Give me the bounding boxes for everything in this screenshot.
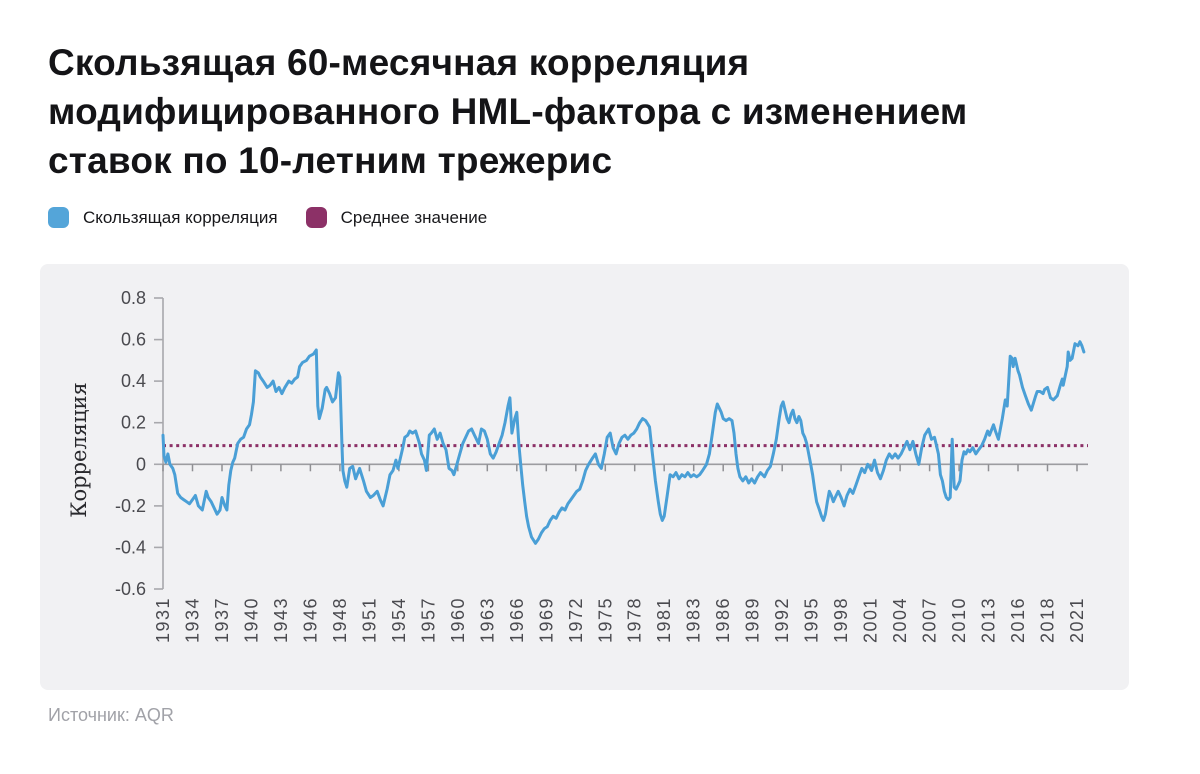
- x-tick-label: 2001: [861, 597, 881, 643]
- x-tick-label: 1960: [448, 597, 468, 643]
- x-tick-label: 1978: [625, 597, 645, 643]
- y-tick-label: 0.2: [121, 413, 146, 433]
- y-tick-label: 0.6: [121, 330, 146, 350]
- x-tick-label: 2016: [1008, 597, 1028, 643]
- x-tick-label: 1998: [831, 597, 851, 643]
- legend: Скользящая корреляция Среднее значение: [48, 207, 487, 228]
- y-axis-label: Корреляция: [67, 382, 91, 518]
- mean-value-swatch-icon: [305, 207, 327, 228]
- x-tick-label: 1981: [654, 597, 674, 643]
- x-tick-label: 2007: [920, 597, 940, 643]
- x-tick-label: 1943: [271, 597, 291, 643]
- x-tick-label: 1957: [418, 597, 438, 643]
- x-tick-label: 1954: [389, 597, 409, 643]
- x-tick-label: 2004: [890, 597, 910, 643]
- x-tick-label: 1966: [507, 597, 527, 643]
- y-tick-label: -0.6: [115, 579, 146, 599]
- x-tick-label: 1946: [300, 597, 320, 643]
- y-tick-label: 0.8: [121, 288, 146, 308]
- correlation-chart: 0.8 0.6 0.4 0.2 0 -0.2 -0.4 -0.6 Корреляция 1931 1…: [67, 288, 1088, 643]
- legend-item-rolling-correlation: Скользящая корреляция: [48, 207, 278, 228]
- y-tick-label: 0.4: [121, 371, 146, 391]
- x-tick-label: 1989: [743, 597, 763, 643]
- x-tick-label: 1969: [536, 597, 556, 643]
- x-tick-label: 1995: [802, 597, 822, 643]
- x-tick-label: 1937: [212, 597, 232, 643]
- chart-panel: 0.8 0.6 0.4 0.2 0 -0.2 -0.4 -0.6 Корреляция 1931 1…: [40, 264, 1129, 690]
- x-tick-label: 1963: [477, 597, 497, 643]
- page-title: Скользящая 60-месячная корреляция модифи…: [48, 42, 968, 181]
- x-tick-label: 1951: [359, 597, 379, 643]
- x-tick-label: 1986: [713, 597, 733, 643]
- x-tick-label: 1934: [183, 597, 203, 643]
- source-caption: Источник: AQR: [48, 705, 174, 725]
- y-tick-label: -0.2: [115, 496, 146, 516]
- legend-label-rolling-correlation: Скользящая корреляция: [83, 207, 278, 227]
- x-tick-label: 2021: [1067, 597, 1087, 643]
- x-tick-label: 2010: [949, 597, 969, 643]
- x-tick-label: 1972: [566, 597, 586, 643]
- x-tick-label: 1992: [772, 597, 792, 643]
- y-tick-label: -0.4: [115, 537, 146, 557]
- correlation-line: [161, 340, 1086, 545]
- x-tick-label: 1975: [595, 597, 615, 643]
- x-tick-label: 1948: [330, 597, 350, 643]
- rolling-correlation-swatch-icon: [48, 207, 69, 228]
- x-tick-label: 1940: [242, 597, 262, 643]
- x-tick-label: 1931: [153, 597, 173, 643]
- legend-item-mean-value: Среднее значение: [305, 207, 488, 228]
- x-tick-label: 2013: [979, 597, 999, 643]
- y-tick-label: 0: [136, 454, 146, 474]
- x-tick-label: 1983: [684, 597, 704, 643]
- legend-label-mean-value: Среднее значение: [340, 207, 488, 227]
- x-tick-label: 2018: [1038, 597, 1058, 643]
